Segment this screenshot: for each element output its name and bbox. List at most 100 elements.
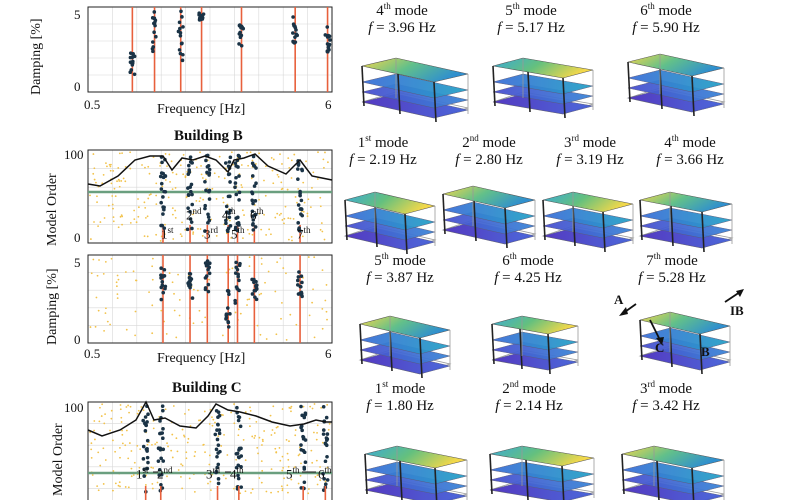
spurious-point [134, 279, 137, 282]
spurious-point [180, 463, 182, 466]
spurious-point [271, 429, 274, 431]
mode-suffix: rd [647, 379, 655, 389]
mode-point [128, 51, 133, 55]
spurious-point [313, 431, 315, 434]
spurious-point [326, 466, 329, 469]
column [492, 65, 496, 107]
frequency-symbol: f [656, 152, 661, 168]
column [419, 337, 423, 379]
mode-point [216, 422, 220, 427]
mode-suffix: th [653, 251, 661, 261]
frequency-value: = 3.96 Hz [372, 20, 436, 36]
mode-point [190, 226, 194, 231]
column [433, 81, 437, 123]
spurious-point [113, 187, 116, 190]
spurious-point [297, 482, 300, 485]
mode-point [325, 432, 330, 436]
spurious-point [151, 482, 154, 485]
spurious-point [264, 194, 267, 197]
spurious-point [104, 413, 106, 415]
ytick-bottom: 0 [74, 332, 81, 347]
spurious-point [307, 198, 310, 201]
spurious-point [298, 453, 301, 456]
spurious-point [211, 187, 214, 190]
mode-point [160, 223, 165, 228]
roof-slab [492, 57, 594, 79]
spurious-point [287, 238, 290, 241]
mode-point [197, 11, 201, 16]
spurious-point [324, 480, 327, 483]
spurious-point [93, 420, 96, 422]
spurious-point [112, 207, 114, 210]
spurious-point [146, 235, 149, 238]
column [639, 319, 643, 361]
mode-point [157, 473, 162, 477]
mode-point [132, 72, 137, 77]
spurious-point [99, 406, 101, 409]
spurious-point [177, 273, 179, 276]
mode-point [328, 38, 332, 42]
spurious-point [246, 228, 249, 231]
spurious-point [277, 490, 280, 493]
mode-number: 6 [502, 253, 510, 269]
spurious-point [261, 469, 264, 472]
spurious-point [188, 477, 191, 480]
mode-point [321, 471, 325, 476]
spurious-point [202, 198, 205, 201]
spurious-point [97, 489, 100, 492]
spurious-point [221, 334, 224, 337]
building-a-mode-title: 4th mode [347, 2, 457, 19]
spurious-point [102, 173, 105, 176]
spurious-point [297, 454, 300, 457]
spurious-point [248, 232, 251, 235]
mode-point [237, 278, 241, 283]
spurious-point [287, 458, 290, 461]
spurious-point [258, 152, 260, 155]
spurious-point [272, 158, 275, 161]
spurious-point [249, 425, 251, 428]
spurious-point [299, 474, 302, 477]
mode-point [323, 482, 328, 486]
spurious-point [119, 446, 121, 449]
building-b-mode-frequency: f = 3.66 Hz [635, 153, 745, 168]
mode-point [162, 267, 167, 272]
spurious-point [320, 406, 323, 409]
building-b-clusters [158, 153, 305, 234]
spurious-point [261, 444, 263, 446]
frequency-symbol: f [368, 20, 373, 36]
spurious-point [303, 201, 306, 204]
spurious-point [314, 476, 317, 478]
spurious-point [167, 196, 170, 199]
mode-word: mode [654, 381, 693, 397]
mode-point [253, 288, 258, 293]
spurious-point [130, 475, 133, 478]
mode-point [227, 292, 231, 297]
spurious-point [313, 403, 316, 405]
spurious-point [283, 222, 285, 225]
spurious-point [322, 158, 325, 161]
spurious-point [178, 314, 181, 317]
spurious-point [242, 237, 244, 239]
spurious-point [170, 160, 173, 163]
mode-point [239, 33, 244, 38]
spurious-point [135, 221, 138, 224]
spurious-point [268, 228, 271, 231]
spurious-point [93, 178, 96, 181]
spurious-point [317, 151, 319, 154]
building-c-mode-title: 2nd mode [474, 380, 584, 397]
peak-label-number: 2 [157, 466, 164, 482]
frequency-symbol: f [349, 152, 354, 168]
mode-number: 3 [639, 381, 648, 397]
spurious-point [110, 182, 113, 185]
spurious-point [199, 197, 202, 199]
spurious-point [96, 485, 99, 488]
spurious-point [274, 447, 277, 450]
mode-point [239, 485, 244, 489]
spurious-point [93, 167, 96, 170]
spurious-point [217, 175, 220, 178]
mode-point [159, 456, 163, 461]
spurious-point [117, 226, 120, 229]
spurious-point [187, 409, 190, 411]
mode-word: mode [390, 3, 428, 19]
column [491, 323, 495, 365]
